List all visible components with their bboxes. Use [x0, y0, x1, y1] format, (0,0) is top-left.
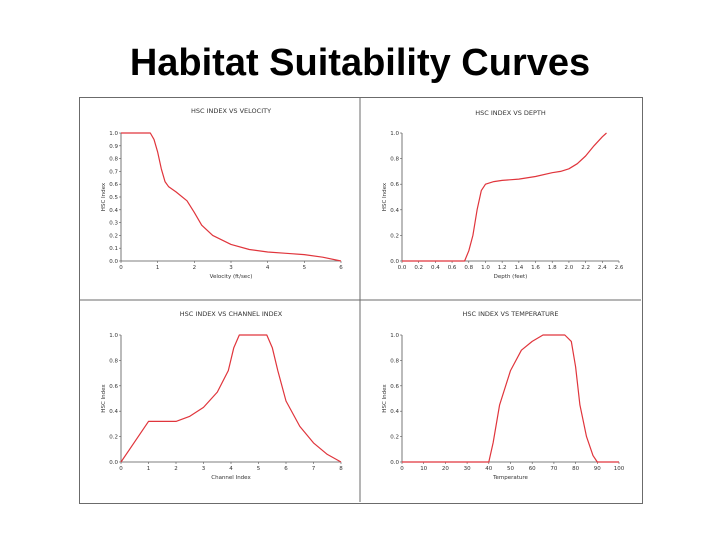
y-tick-label: 0.5 [109, 195, 118, 201]
x-tick-label: 5 [303, 265, 307, 271]
y-tick-label: 0.8 [390, 358, 399, 364]
x-tick-label: 2 [174, 466, 178, 472]
y-tick-label: 0.8 [390, 157, 399, 163]
x-tick-label: 5 [257, 466, 261, 472]
x-tick-label: 0.0 [398, 265, 407, 271]
x-tick-label: 1 [147, 466, 151, 472]
y-tick-label: 0.3 [109, 221, 118, 227]
x-tick-label: 0.6 [448, 265, 457, 271]
x-axis-label-channel-index: Channel Index [211, 475, 251, 481]
x-tick-label: 2.6 [615, 265, 624, 271]
y-tick-label: 0.4 [390, 409, 399, 415]
x-tick-label: 40 [485, 466, 492, 472]
y-tick-label: 0.9 [109, 144, 118, 150]
y-axis-label-temperature: HSC Index [382, 384, 388, 413]
x-tick-label: 2 [193, 265, 197, 271]
y-tick-label: 0.2 [109, 435, 118, 441]
y-tick-label: 1.0 [109, 333, 118, 339]
y-tick-label: 0.6 [109, 182, 118, 188]
y-axis-label-depth: HSC Index [382, 182, 388, 211]
y-tick-label: 0.6 [109, 384, 118, 390]
x-tick-label: 1.6 [531, 265, 540, 271]
curve-line-temperature [402, 334, 619, 463]
x-tick-label: 60 [529, 466, 536, 472]
x-tick-label: 1.0 [481, 265, 490, 271]
x-tick-label: 70 [550, 466, 557, 472]
y-tick-label: 1.0 [390, 333, 399, 339]
x-tick-label: 0 [400, 466, 404, 472]
y-tick-label: 0.6 [390, 182, 399, 188]
y-tick-label: 0.8 [109, 358, 118, 364]
x-tick-label: 2.4 [598, 265, 607, 271]
y-tick-label: 0.0 [390, 259, 399, 265]
x-axis-label-temperature: Temperature [492, 475, 528, 481]
chart-title-depth: HSC INDEX VS DEPTH [475, 109, 546, 117]
x-tick-label: 4 [229, 466, 233, 472]
y-tick-label: 0.7 [109, 169, 118, 175]
y-tick-label: 0.6 [390, 384, 399, 390]
x-tick-label: 1.2 [498, 265, 507, 271]
chart-title-temperature: HSC INDEX VS TEMPERATURE [463, 310, 559, 318]
x-tick-label: 80 [572, 466, 579, 472]
x-tick-label: 10 [420, 466, 427, 472]
y-tick-label: 0.2 [109, 233, 118, 239]
x-tick-label: 30 [464, 466, 471, 472]
x-tick-label: 1 [156, 265, 160, 271]
y-tick-label: 1.0 [109, 131, 118, 137]
y-tick-label: 0.1 [109, 246, 118, 252]
x-tick-label: 0.8 [464, 265, 473, 271]
x-tick-label: 4 [266, 265, 270, 271]
y-tick-label: 0.2 [390, 233, 399, 239]
y-tick-label: 1.0 [390, 131, 399, 137]
x-tick-label: 8 [339, 466, 343, 472]
x-tick-label: 3 [229, 265, 233, 271]
x-tick-label: 90 [594, 466, 601, 472]
x-tick-label: 50 [507, 466, 514, 472]
x-tick-label: 2.0 [565, 265, 574, 271]
x-tick-label: 7 [312, 466, 316, 472]
x-tick-label: 0 [119, 466, 123, 472]
x-tick-label: 100 [614, 466, 625, 472]
chart-title-velocity: HSC INDEX VS VELOCITY [191, 107, 271, 115]
slide-title: Habitat Suitability Curves [129, 42, 591, 84]
y-axis-label-channel-index: HSC Index [101, 384, 107, 413]
x-axis-label-depth: Depth (feet) [494, 274, 528, 280]
x-tick-label: 0.4 [431, 265, 440, 271]
y-tick-label: 0.4 [390, 208, 399, 214]
x-tick-label: 1.8 [548, 265, 557, 271]
x-tick-label: 2.2 [581, 265, 590, 271]
x-tick-label: 0.2 [414, 265, 423, 271]
y-tick-label: 0.0 [390, 460, 399, 466]
y-axis-label-velocity: HSC Index [101, 182, 107, 211]
y-tick-label: 0.4 [109, 208, 118, 214]
x-tick-label: 3 [202, 466, 206, 472]
x-axis-label-velocity: Velocity (ft/sec) [210, 274, 253, 280]
y-tick-label: 0.0 [109, 460, 118, 466]
curve-line-depth [402, 132, 607, 262]
x-tick-label: 0 [119, 265, 123, 271]
y-tick-label: 0.0 [109, 259, 118, 265]
chart-title-channel-index: HSC INDEX VS CHANNEL INDEX [180, 310, 283, 318]
y-tick-label: 0.4 [109, 409, 118, 415]
y-tick-label: 0.8 [109, 157, 118, 163]
y-tick-label: 0.2 [390, 435, 399, 441]
x-tick-label: 6 [339, 265, 343, 271]
x-tick-label: 6 [284, 466, 288, 472]
curve-line-velocity [121, 132, 342, 262]
x-tick-label: 20 [442, 466, 449, 472]
curve-line-channel-index [120, 334, 342, 463]
x-tick-label: 1.4 [514, 265, 523, 271]
